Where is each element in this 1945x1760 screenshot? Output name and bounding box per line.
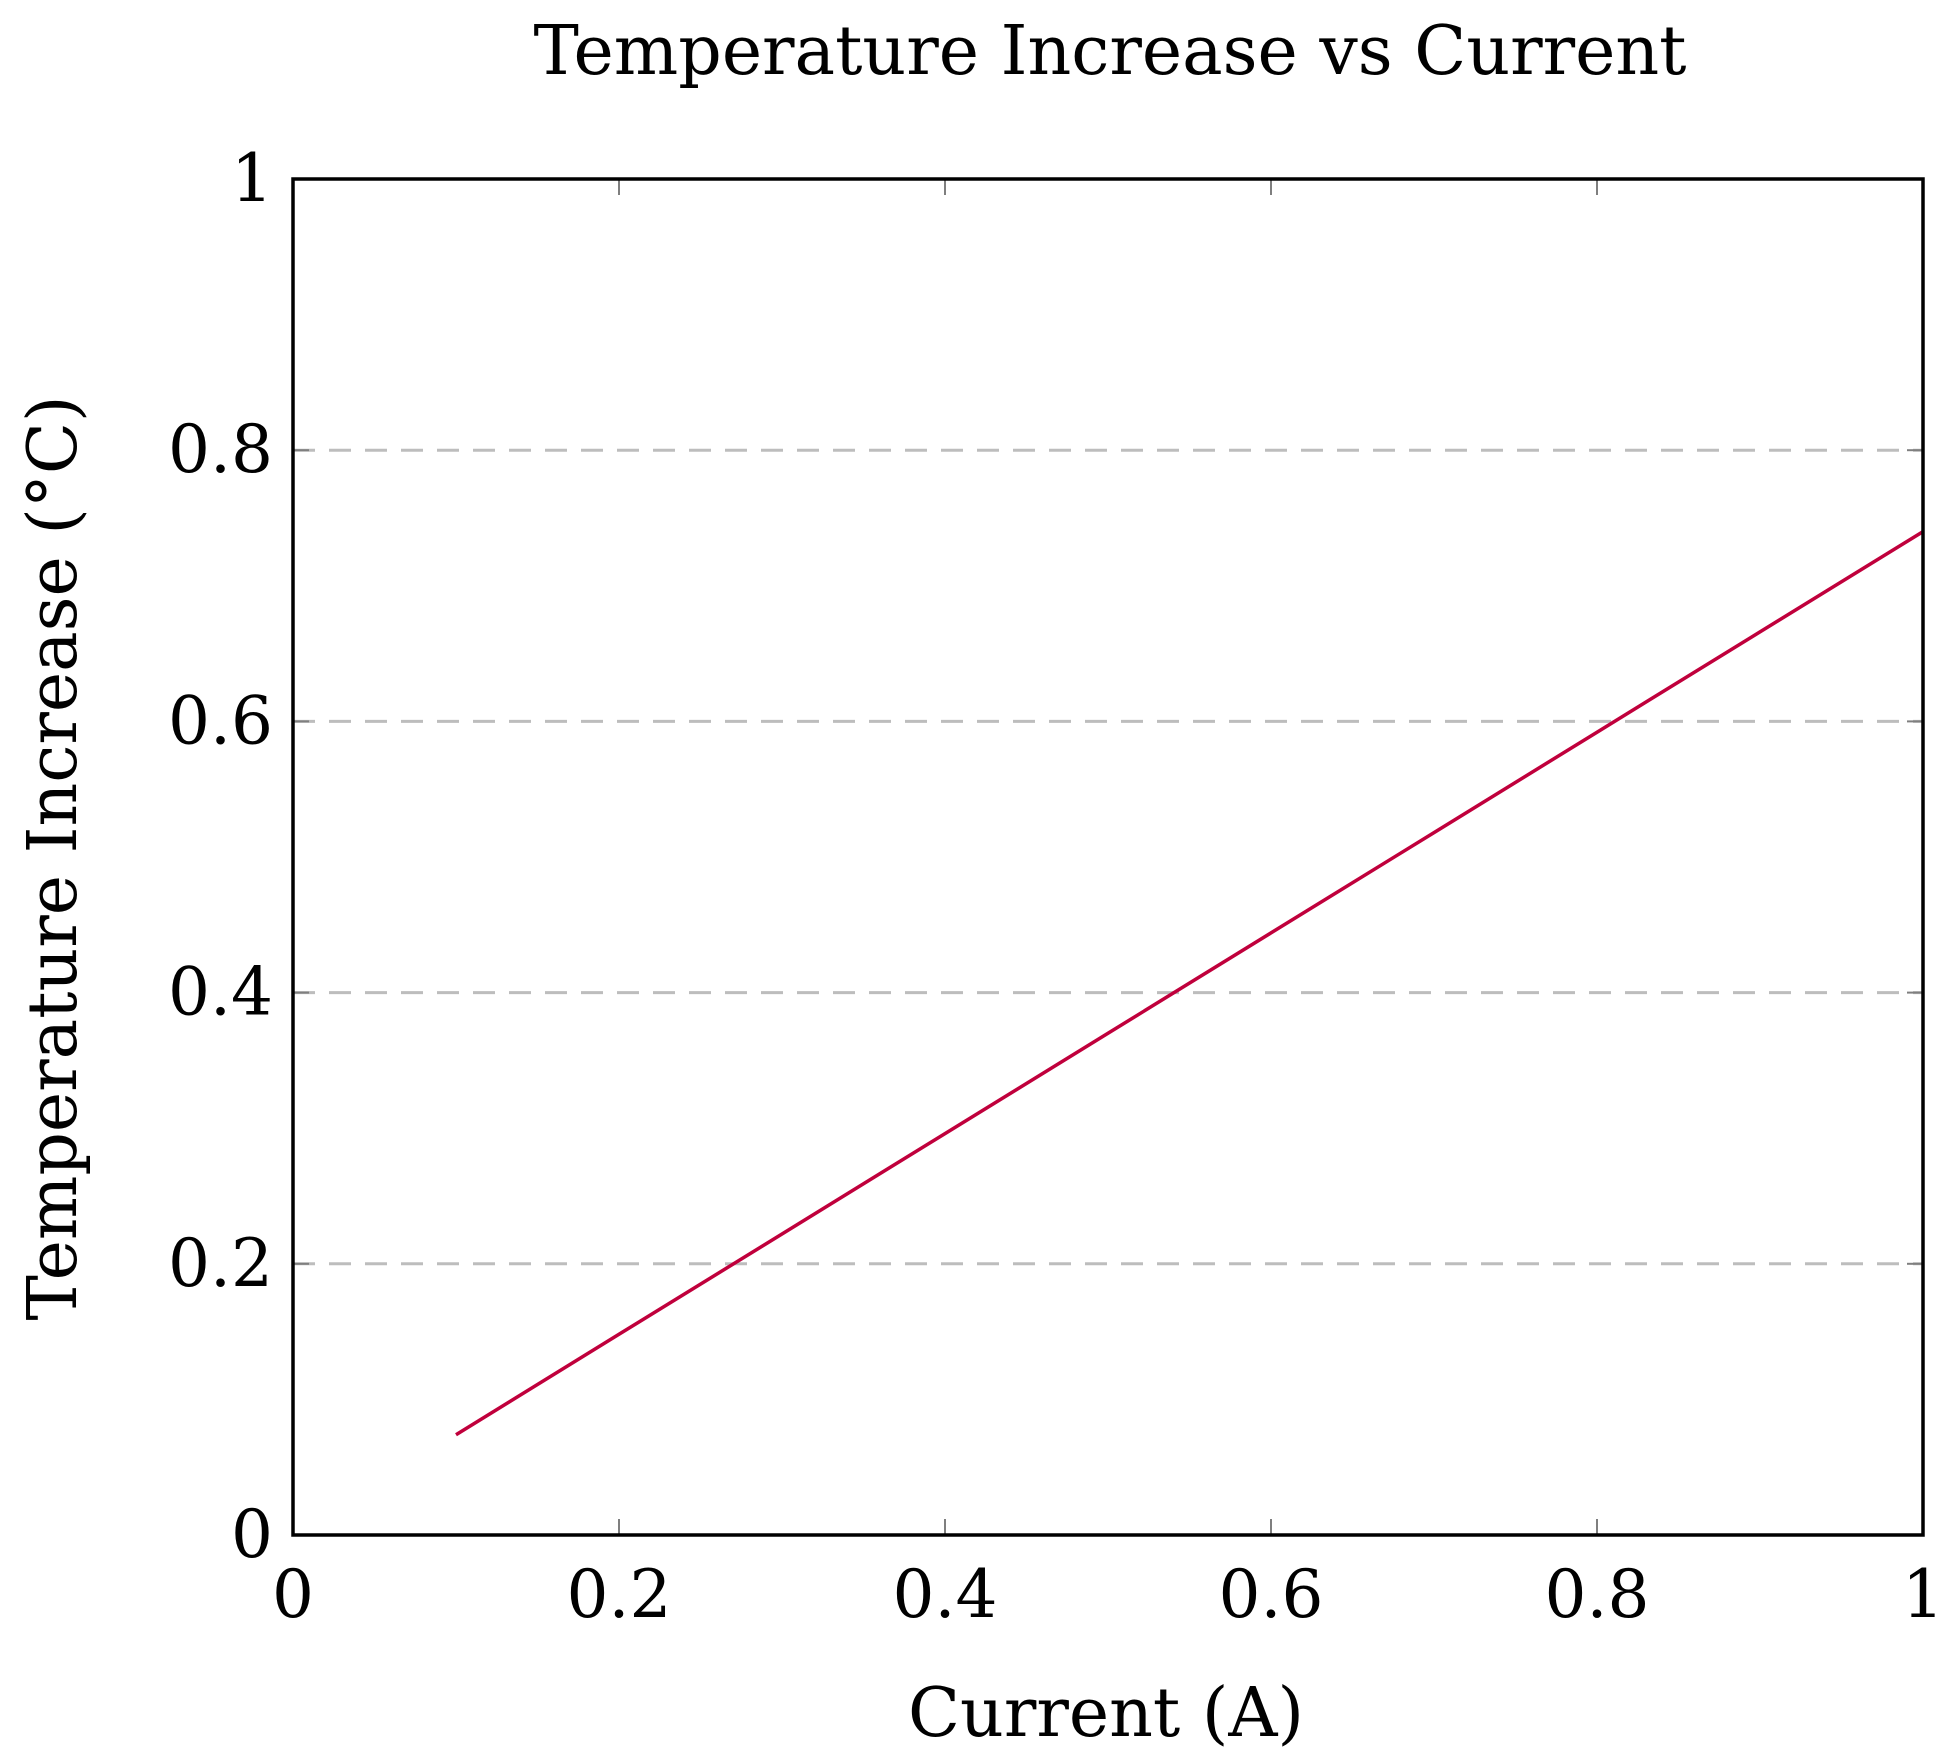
series-line — [455, 530, 1924, 1437]
x-tick-label: 0.4 — [893, 1556, 998, 1633]
x-tick-label: 0.8 — [1545, 1556, 1650, 1633]
y-tick-label: 0.4 — [168, 954, 273, 1031]
x-tick-label: 0 — [272, 1556, 314, 1633]
y-axis-label: Temperature Increase (°C) — [14, 396, 93, 1321]
y-tick-label: 0.8 — [168, 411, 273, 488]
y-tick-label: 0.2 — [168, 1225, 273, 1302]
x-tick-labels: 0 0.2 0.4 0.6 0.8 1 — [272, 1556, 1944, 1633]
y-tick-label: 0 — [231, 1496, 273, 1573]
x-tick-label: 0.6 — [1219, 1556, 1324, 1633]
y-tick-label: 1 — [231, 140, 273, 217]
grid-lines — [293, 448, 1923, 1266]
y-tick-label: 0.6 — [168, 682, 273, 759]
x-axis-label: Current (A) — [908, 1674, 1304, 1753]
x-tick-label: 0.2 — [567, 1556, 672, 1633]
plot-frame — [291, 177, 1925, 1537]
data-series — [455, 530, 1924, 1437]
x-tick-label: 1 — [1902, 1556, 1944, 1633]
tick-marks — [293, 179, 1923, 1535]
chart-title: Temperature Increase vs Current — [533, 12, 1686, 91]
y-tick-labels: 0 0.2 0.4 0.6 0.8 1 — [168, 140, 273, 1573]
